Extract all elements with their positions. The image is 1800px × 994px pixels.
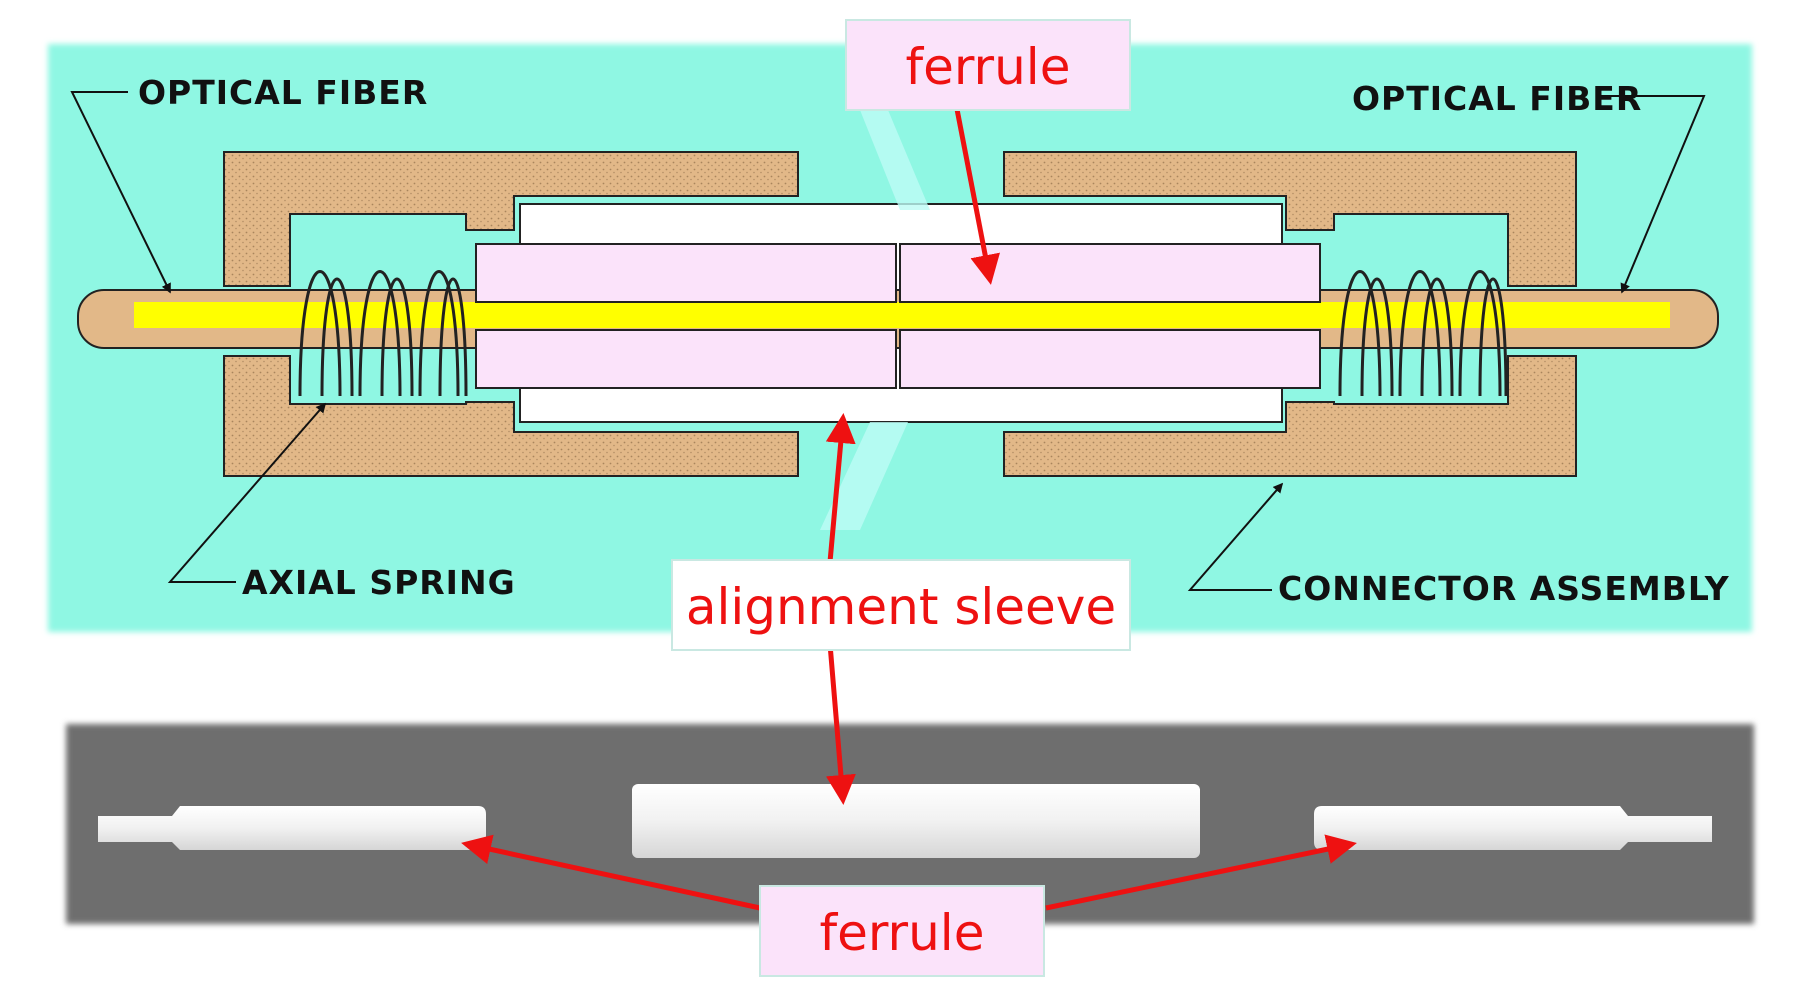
ferrule-right-lower <box>899 329 1321 389</box>
left-axial-spring <box>298 270 468 397</box>
callout-ferrule-bottom-text: ferrule <box>820 904 985 962</box>
optical-fiber-right-arrow <box>1600 95 1706 294</box>
photo-ferrule-left <box>98 806 486 850</box>
callout-ferrule-top-text: ferrule <box>906 38 1071 96</box>
label-connector-assembly: CONNECTOR ASSEMBLY <box>1278 569 1730 608</box>
alignment-sleeve-arrow-up <box>825 413 856 563</box>
callout-alignment-sleeve: alignment sleeve <box>671 559 1131 651</box>
callout-ferrule-bottom: ferrule <box>759 885 1045 977</box>
sleeve-highlight <box>820 110 930 530</box>
photo-ferrule-right <box>1314 806 1712 850</box>
ferrule-bottom-arrow-right <box>1045 834 1357 911</box>
alignment-sleeve-arrow-down <box>825 643 856 805</box>
ferrule-top-arrow <box>953 103 1000 285</box>
callout-ferrule-top: ferrule <box>845 19 1131 111</box>
optical-fiber-left-arrow <box>70 91 171 294</box>
connector-assembly-arrow <box>1187 482 1284 591</box>
ferrule-right-upper <box>899 243 1321 303</box>
ferrule-left-lower <box>475 329 897 389</box>
fiber-core <box>134 302 1670 328</box>
photo-alignment-sleeve <box>632 784 1200 858</box>
ferrule-left-upper <box>475 243 897 303</box>
right-axial-spring <box>1338 270 1508 397</box>
label-optical-fiber-right: OPTICAL FIBER <box>1352 79 1642 118</box>
left-connector-housing <box>223 151 799 477</box>
right-connector-housing <box>1003 151 1577 477</box>
callout-alignment-sleeve-text: alignment sleeve <box>686 578 1116 636</box>
label-optical-fiber-left: OPTICAL FIBER <box>138 73 428 112</box>
axial-spring-arrow <box>167 402 327 583</box>
ferrule-bottom-arrow-left <box>461 834 761 911</box>
label-axial-spring: AXIAL SPRING <box>242 563 516 602</box>
